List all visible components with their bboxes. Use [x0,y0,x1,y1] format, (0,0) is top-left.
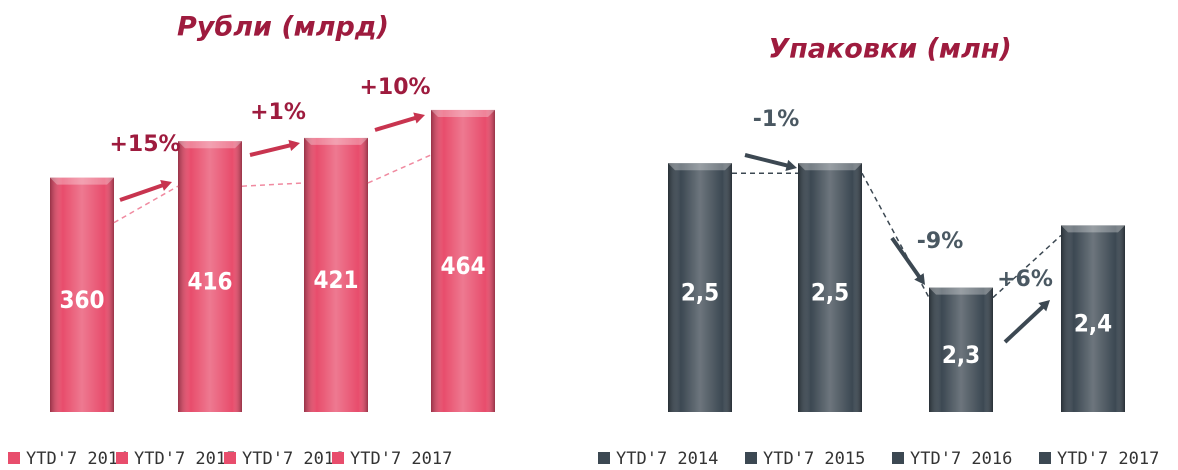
bar-shade [929,287,993,412]
bar-shade [798,163,862,412]
annotation: +10% [359,75,430,100]
annotation: +1% [250,100,306,125]
annotation: +15% [109,132,180,157]
legend-swatch [332,452,344,464]
arrow-head [1038,300,1050,312]
arrow-head [160,180,172,191]
bar-bevel [304,137,368,145]
bar-shade [1061,225,1125,412]
arrow-head [413,112,425,124]
arrow-head [288,139,300,152]
annotation: +6% [997,267,1053,292]
bar-shade [668,163,732,412]
arrow [744,153,790,168]
value-label: 464 [440,252,485,280]
legend-swatch [8,452,20,464]
bar-bevel [178,141,242,149]
bar-shade [178,141,242,413]
legend-swatch [598,452,610,464]
chart-title: Упаковки (млн) [768,34,1011,65]
legend-label: YTD'7 2014 [26,449,128,469]
value-label: 360 [59,286,104,314]
annotation: -1% [753,107,799,132]
legend-swatch [116,452,128,464]
trend-line [113,185,179,224]
legend-label: YTD'7 2015 [763,449,865,469]
arrow [1003,304,1046,344]
arrow-head [914,273,925,285]
trend-line [241,182,305,187]
trend-line [367,154,432,184]
legend-label: YTD'7 2016 [910,449,1012,469]
legend-label: YTD'7 2016 [242,449,344,469]
annotation: -9% [917,229,963,254]
bar-shade [431,109,495,412]
bar-bevel [798,163,862,171]
legend-label: YTD'7 2014 [616,449,718,469]
bar-bevel [1061,225,1125,233]
arrow [119,182,165,202]
bar-bevel [668,163,732,171]
bar-shade [50,177,114,412]
bar-bevel [431,109,495,117]
value-label: 2,3 [942,341,980,369]
value-label: 2,5 [681,279,719,307]
arrow-head [785,159,797,172]
legend-label: YTD'7 2017 [350,449,452,469]
value-label: 2,4 [1074,310,1112,338]
value-label: 2,5 [811,279,849,307]
legend-label: YTD'7 2015 [134,449,236,469]
bar-bevel [50,177,114,185]
legend-label: YTD'7 2017 [1057,449,1159,469]
value-label: 416 [187,268,232,296]
bar-bevel [929,287,993,295]
arrow [374,115,418,132]
bar-shade [304,137,368,412]
legend-swatch [1039,452,1051,464]
value-label: 421 [313,266,358,294]
arrow [249,143,293,157]
legend-swatch [892,452,904,464]
legend-swatch [745,452,757,464]
trend-line [992,234,1062,299]
legend-swatch [224,452,236,464]
chart-title: Рубли (млрд) [177,12,389,43]
arrow [890,236,922,280]
